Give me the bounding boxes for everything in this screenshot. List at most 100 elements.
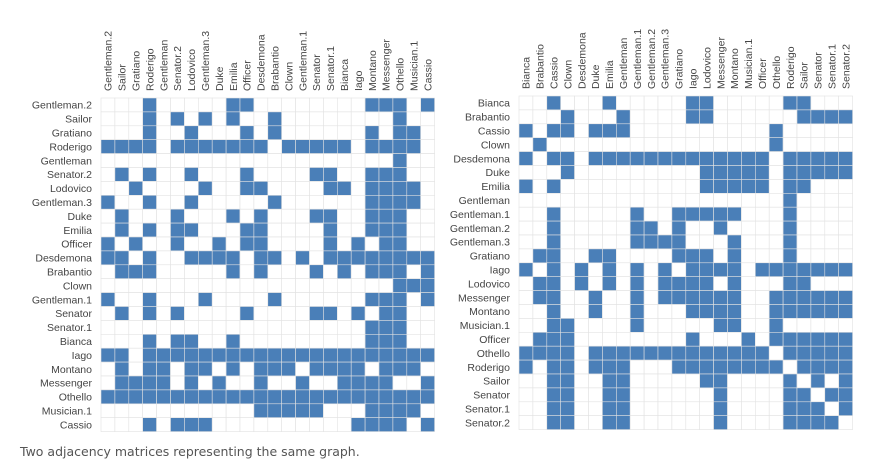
- matrix-cell: [184, 222, 199, 238]
- matrix-cell: [588, 137, 603, 152]
- matrix-cell: [378, 97, 394, 113]
- matrix-cell: [142, 292, 157, 307]
- matrix-cell: [295, 167, 310, 182]
- matrix-cell: [198, 111, 213, 127]
- matrix-cell: [532, 123, 548, 139]
- matrix-cell: [420, 153, 435, 168]
- row-label: Musician.1: [42, 405, 92, 417]
- matrix-cell: [198, 195, 213, 210]
- matrix-cell: [629, 206, 645, 222]
- matrix-cell: [295, 306, 310, 321]
- matrix-cell: [378, 264, 394, 279]
- matrix-cell: [657, 179, 673, 194]
- matrix-cell: [323, 208, 338, 224]
- matrix-cell: [602, 234, 617, 250]
- matrix-cell: [574, 137, 589, 152]
- matrix-cell: [392, 111, 408, 127]
- matrix-cell: [741, 318, 756, 333]
- matrix-cell: [128, 361, 144, 377]
- row-label: Duke: [485, 167, 510, 179]
- column-label: Bianca: [521, 57, 533, 89]
- matrix-cell: [588, 123, 603, 139]
- matrix-cell: [211, 236, 227, 252]
- matrix-cell: [685, 401, 700, 416]
- matrix-cell: [267, 222, 282, 238]
- matrix-cell: [560, 359, 575, 375]
- matrix-cell: [253, 139, 269, 154]
- matrix-cell: [838, 387, 853, 403]
- matrix-cell: [699, 345, 714, 361]
- matrix-cell: [768, 193, 784, 208]
- matrix-cell: [713, 331, 728, 347]
- matrix-cell: [350, 389, 366, 405]
- matrix-cell: [128, 236, 144, 252]
- matrix-cell: [364, 389, 380, 405]
- matrix-cell: [378, 347, 394, 363]
- matrix-cell: [685, 276, 700, 291]
- matrix-cell: [184, 139, 199, 154]
- column-label: Emilia: [228, 62, 240, 91]
- matrix-cell: [253, 181, 269, 196]
- matrix-cell: [156, 111, 171, 127]
- matrix-cell: [295, 292, 310, 307]
- matrix-cell: [838, 206, 853, 222]
- matrix-cell: [699, 415, 714, 430]
- matrix-cell: [211, 153, 227, 168]
- row-label: Brabantio: [465, 112, 510, 124]
- matrix-cell: [713, 345, 728, 361]
- column-label: Gentleman: [618, 37, 630, 89]
- matrix-cell: [114, 403, 130, 418]
- matrix-cell: [211, 139, 227, 154]
- matrix-cell: [532, 359, 548, 375]
- matrix-cell: [100, 167, 116, 182]
- matrix-cell: [643, 290, 659, 305]
- matrix-cell: [239, 320, 255, 335]
- matrix-cell: [713, 304, 728, 319]
- matrix-cell: [699, 220, 714, 236]
- matrix-cell: [170, 250, 185, 266]
- matrix-cell: [838, 137, 853, 152]
- matrix-cell: [699, 179, 714, 194]
- matrix-cell: [713, 206, 728, 222]
- matrix-cell: [671, 373, 687, 389]
- column-label: Desdemona: [256, 34, 268, 91]
- matrix-cell: [128, 181, 144, 196]
- matrix-cell: [629, 179, 645, 194]
- matrix-cell: [128, 347, 144, 363]
- matrix-cell: [364, 278, 380, 293]
- matrix-cell: [518, 137, 534, 152]
- matrix-cell: [198, 222, 213, 238]
- matrix-cell: [198, 208, 213, 224]
- matrix-cell: [824, 373, 839, 389]
- matrix-cell: [184, 111, 199, 127]
- matrix-cell: [128, 208, 144, 224]
- matrix-cell: [546, 137, 561, 152]
- matrix-cell: [782, 123, 798, 139]
- row-label: Sailor: [483, 376, 510, 388]
- matrix-cell: [267, 389, 282, 405]
- matrix-cell: [336, 208, 352, 224]
- matrix-cell: [406, 97, 421, 113]
- matrix-cell: [518, 151, 534, 166]
- matrix-cell: [671, 123, 687, 139]
- matrix-cell: [309, 125, 324, 141]
- matrix-cell: [602, 373, 617, 389]
- matrix-cell: [406, 222, 421, 238]
- matrix-cell: [142, 264, 157, 279]
- matrix-cell: [336, 417, 352, 432]
- matrix-cell: [198, 389, 213, 405]
- matrix-cell: [629, 151, 645, 166]
- matrix-cell: [392, 292, 408, 307]
- matrix-cell: [239, 153, 255, 168]
- matrix-cell: [420, 208, 435, 224]
- matrix-cell: [588, 318, 603, 333]
- matrix-cell: [420, 195, 435, 210]
- matrix-cell: [838, 179, 853, 194]
- matrix-cell: [323, 347, 338, 363]
- matrix-cell: [184, 389, 199, 405]
- matrix-cell: [114, 375, 130, 391]
- matrix-cell: [295, 361, 310, 377]
- matrix-cell: [198, 250, 213, 266]
- matrix-cell: [114, 320, 130, 335]
- matrix-cell: [588, 276, 603, 291]
